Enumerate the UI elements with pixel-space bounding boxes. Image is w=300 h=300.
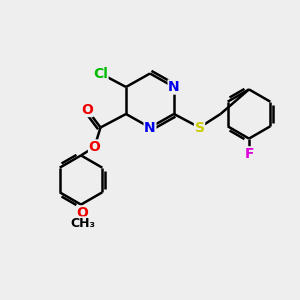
Text: F: F [244,147,254,161]
Text: N: N [144,121,156,134]
Text: Cl: Cl [93,67,108,80]
Text: N: N [168,80,180,94]
Text: CH₃: CH₃ [70,217,95,230]
Text: O: O [88,140,101,154]
Text: O: O [81,103,93,116]
Text: S: S [194,121,205,134]
Text: O: O [76,206,88,220]
